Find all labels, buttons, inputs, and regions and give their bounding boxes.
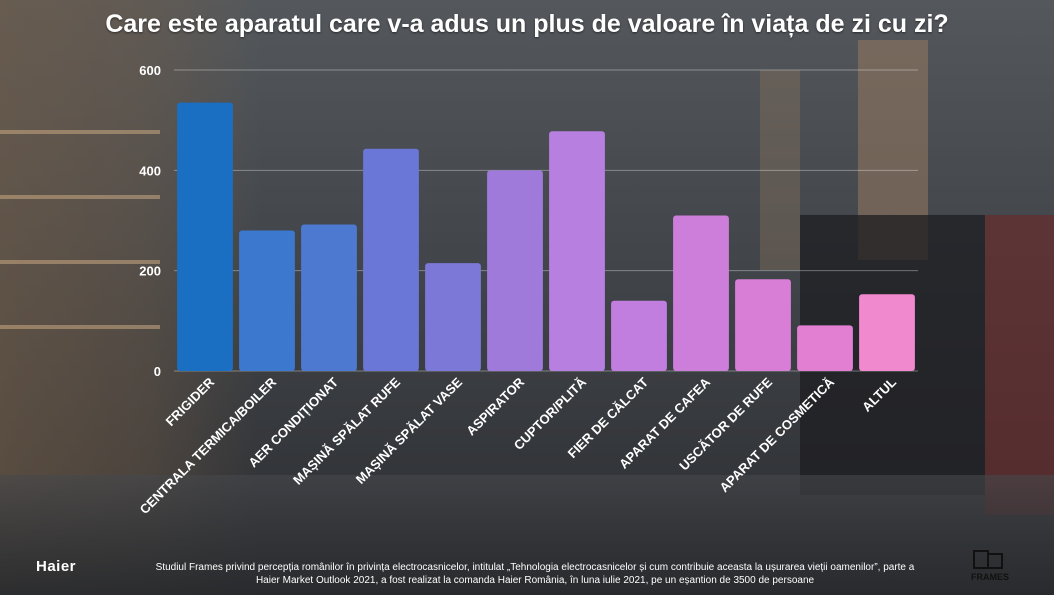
bar-4 (425, 263, 481, 371)
bar-6 (549, 131, 605, 371)
shelf (0, 325, 160, 329)
y-axis-ticks: 0 200 400 600 (139, 63, 161, 379)
footer-note: Studiul Frames privind percepția românil… (120, 561, 950, 587)
bar-11 (859, 294, 915, 371)
footer-line-2: Haier Market Outlook 2021, a fost realiz… (255, 575, 815, 586)
x-tick-label: MAȘINĂ SPĂLAT VASE (353, 374, 466, 487)
frames-logo: FRAMES (966, 548, 1014, 582)
shelf (0, 195, 160, 199)
shelf (0, 260, 160, 264)
wood-pillar (760, 70, 800, 270)
bar-10 (797, 325, 853, 371)
bar-3 (363, 148, 419, 371)
bar-1 (239, 230, 295, 371)
x-tick-label: ASPIRATOR (463, 374, 527, 438)
gridlines (174, 69, 918, 372)
y-tick-label: 600 (139, 63, 161, 78)
x-tick-label: FRIGIDER (163, 374, 218, 429)
chart-title: Care este aparatul care v-a adus un plus… (105, 10, 949, 38)
frames-icon (973, 550, 1003, 569)
bar-8 (673, 215, 729, 371)
bar-7 (611, 300, 667, 371)
x-tick-label: ALTUL (859, 374, 899, 414)
floor (0, 475, 1054, 595)
bar-5 (487, 170, 543, 371)
shelf (0, 130, 160, 134)
footer-line-1: Studiul Frames privind percepția românil… (155, 562, 915, 573)
haier-logo: Haier (36, 558, 77, 575)
x-tick-label: MAȘINĂ SPĂLAT RUFE (290, 374, 403, 487)
x-tick-label: APARAT DE COSMETICĂ (717, 374, 838, 495)
fridge-silhouette (985, 215, 1054, 515)
bar-0 (177, 102, 233, 371)
frames-logo-text: FRAMES (971, 572, 1009, 582)
y-tick-label: 400 (139, 163, 161, 178)
y-tick-label: 200 (139, 264, 161, 279)
bar-2 (301, 224, 357, 371)
bars (177, 102, 915, 371)
bar-9 (735, 279, 791, 371)
y-tick-label: 0 (154, 364, 161, 379)
